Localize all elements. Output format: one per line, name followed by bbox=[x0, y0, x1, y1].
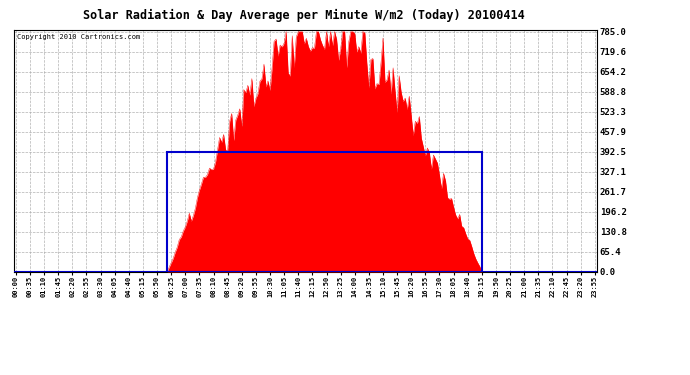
Text: Copyright 2010 Cartronics.com: Copyright 2010 Cartronics.com bbox=[17, 34, 140, 40]
Text: Solar Radiation & Day Average per Minute W/m2 (Today) 20100414: Solar Radiation & Day Average per Minute… bbox=[83, 9, 524, 22]
Bar bbox=[167, 152, 482, 272]
